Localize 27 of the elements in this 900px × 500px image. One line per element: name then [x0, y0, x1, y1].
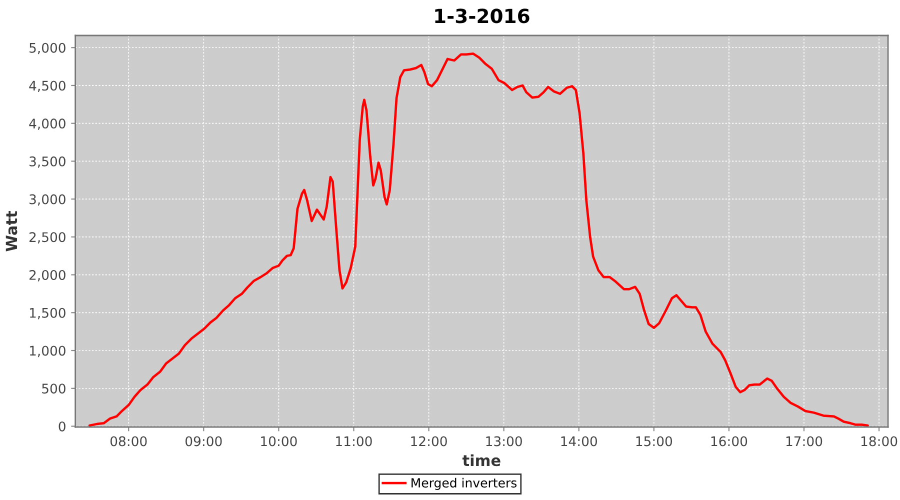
x-tick-label: 12:00: [411, 436, 447, 446]
x-tick-label: 10:00: [261, 436, 297, 446]
x-axis-title: time: [462, 454, 500, 466]
x-tick-label: 13:00: [486, 436, 522, 446]
line-series: [88, 52, 869, 427]
chart-title: 1-3-2016: [435, 8, 530, 24]
legend-label: Merged inverters: [412, 478, 517, 490]
x-tick-label: 15:00: [636, 436, 672, 446]
y-tick-label: 5,000: [30, 42, 66, 54]
x-tick-label: 14:00: [561, 436, 597, 446]
y-tick-label: 4,000: [29, 118, 66, 130]
y-tick-label: 2,500: [29, 232, 66, 244]
y-tick-label: 500: [42, 384, 66, 394]
x-tick-label: 11:00: [336, 436, 372, 446]
y-tick-label: 4,500: [29, 80, 66, 92]
x-tick-label: 08:00: [110, 436, 147, 446]
x-tick-label: 09:00: [186, 436, 222, 446]
y-tick-label: 0: [58, 421, 66, 432]
x-tick-label: 18:00: [861, 436, 898, 446]
y-axis-title: Watt: [6, 210, 18, 252]
x-tick-label: 16:00: [711, 436, 748, 446]
x-tick-label: 17:00: [786, 436, 822, 446]
y-tick-label: 3,500: [30, 156, 66, 168]
y-tick-label: 2,000: [29, 270, 66, 282]
y-tick-label: 1,000: [30, 346, 66, 358]
y-tick-label: 1,500: [30, 308, 66, 320]
y-tick-label: 3,000: [30, 194, 66, 206]
